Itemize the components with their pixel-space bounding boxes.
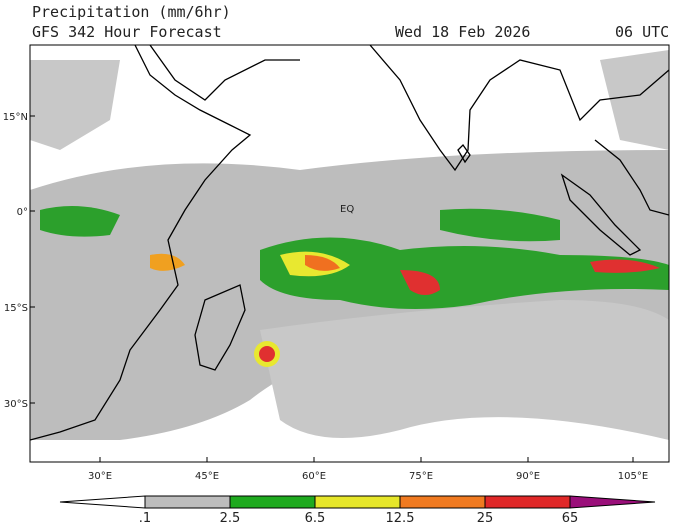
lon-label: 90°E: [516, 471, 540, 482]
map: EQ: [29, 44, 670, 463]
colorbar-swatch: [399, 495, 486, 509]
lat-label: 15°N: [3, 112, 28, 123]
time: 06 UTC: [615, 23, 669, 41]
axes: 15°N 0° 15°S 30°S 30°E 45°E 60°E 75°E 90°E 105°E: [3, 112, 648, 482]
lon-label: 45°E: [195, 471, 219, 482]
precip-field: [30, 50, 669, 440]
eq-label: EQ: [340, 204, 354, 215]
coastlines: [30, 45, 669, 441]
colorbar-label: 2.5: [220, 511, 241, 525]
colorbar-label: 65: [562, 511, 579, 525]
colorbar-swatch: [314, 495, 401, 509]
colorbar-label: 25: [477, 511, 494, 525]
lon-label: 75°E: [409, 471, 433, 482]
lon-label: 105°E: [618, 471, 648, 482]
colorbar-label: 12.5: [386, 511, 415, 525]
forecast: GFS 342 Hour Forecast: [32, 23, 222, 41]
colorbar: .1 2.5 6.5 12.5 25 65: [59, 495, 656, 525]
colorbar-swatch: [484, 495, 571, 509]
lon-label: 60°E: [302, 471, 326, 482]
colorbar-swatch: [144, 495, 231, 509]
title: Precipitation (mm/6hr): [32, 3, 231, 21]
colorbar-swatch: [229, 495, 316, 509]
date: Wed 18 Feb 2026: [395, 23, 530, 41]
lat-label: 15°S: [4, 303, 28, 314]
colorbar-swatch: [59, 495, 146, 509]
colorbar-label: .1: [139, 511, 151, 525]
colorbar-swatch: [569, 495, 656, 509]
lon-label: 30°E: [88, 471, 112, 482]
colorbar-label: 6.5: [305, 511, 326, 525]
lat-label: 0°: [17, 207, 28, 218]
lat-label: 30°S: [4, 399, 28, 410]
